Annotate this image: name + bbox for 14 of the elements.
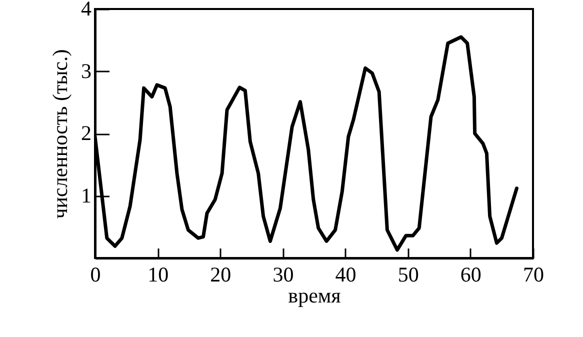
- x-tick-label: 20: [210, 262, 232, 286]
- y-tick-label: 1: [81, 183, 92, 208]
- y-tick-label: 2: [81, 121, 92, 145]
- y-tick-label: 4: [81, 0, 92, 20]
- x-tick-label: 60: [460, 262, 482, 286]
- x-tick-label: 10: [148, 262, 169, 286]
- x-axis-title: время: [288, 284, 342, 308]
- x-tick-label: 50: [398, 262, 419, 286]
- x-tick-label: 0: [90, 262, 101, 286]
- x-tick-label: 30: [272, 262, 294, 286]
- x-tick-label: 40: [335, 262, 356, 286]
- y-tick-label: 3: [81, 58, 92, 83]
- y-axis-title: численность (тыс.): [48, 49, 72, 219]
- x-tick-label: 70: [523, 262, 544, 286]
